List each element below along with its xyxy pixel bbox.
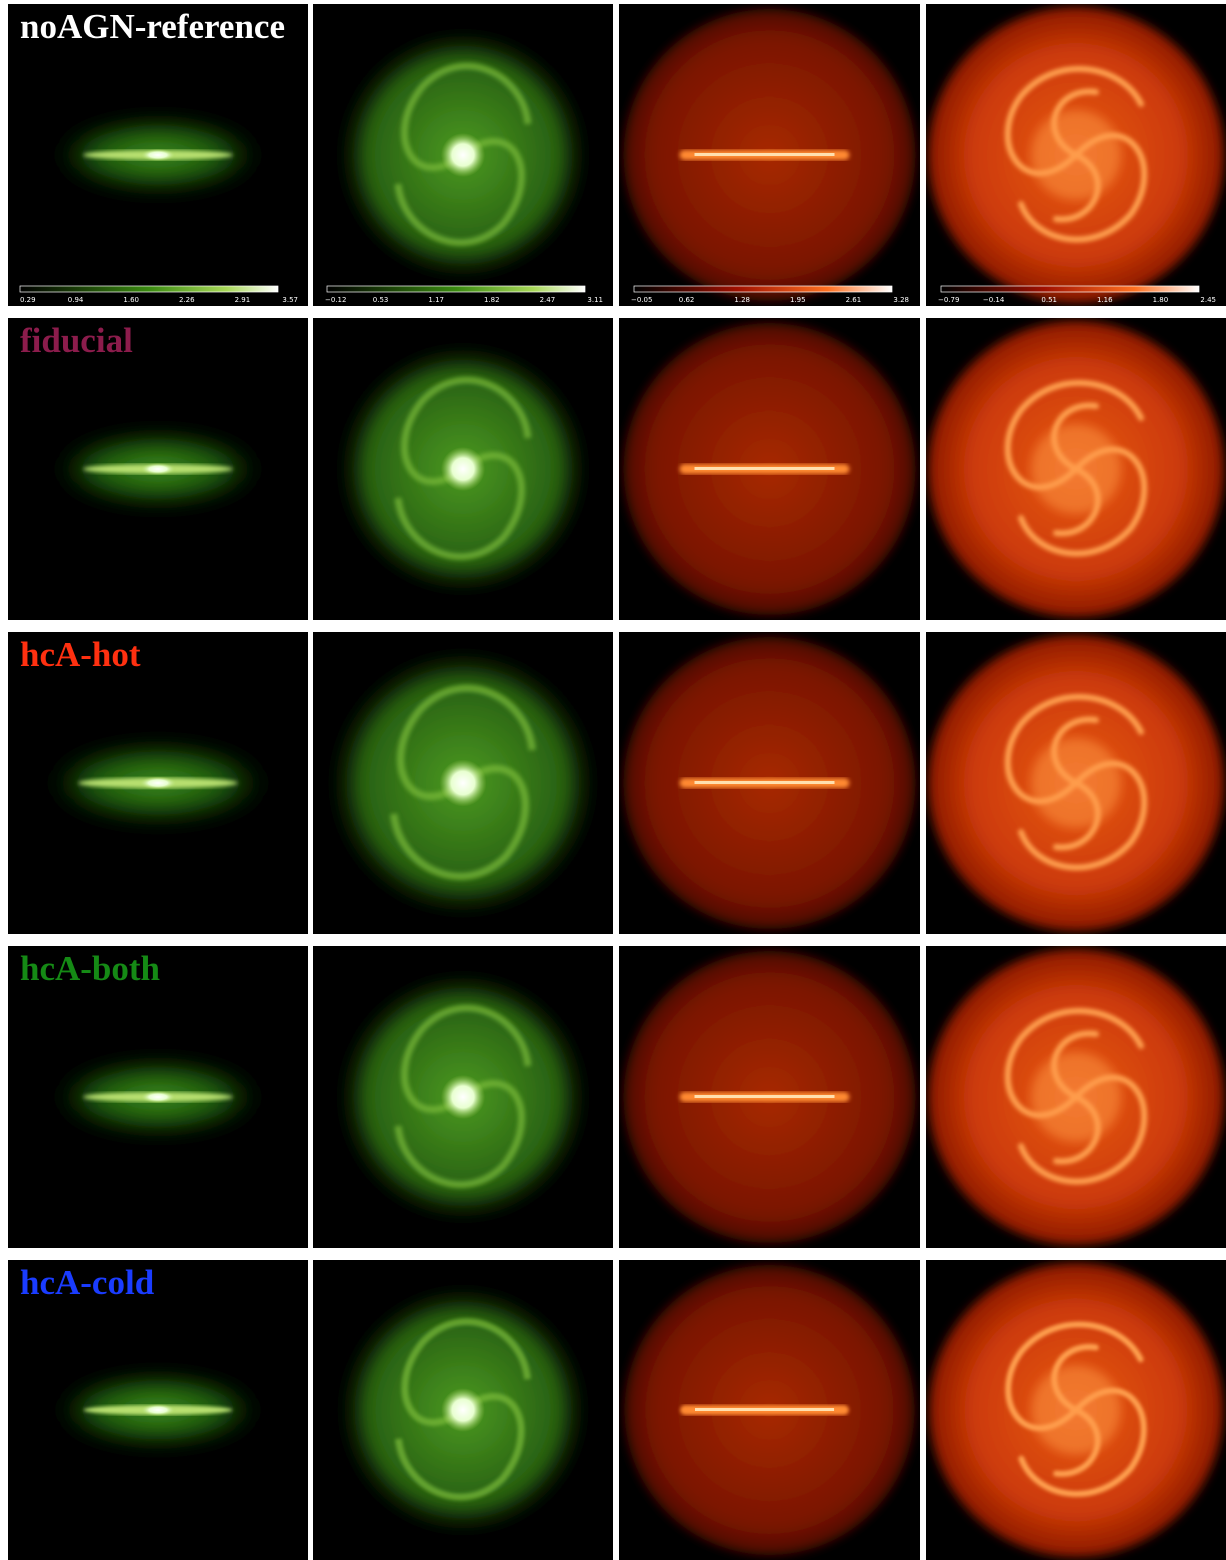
colorbar-tick-label: 2.91 [235,296,251,304]
colorbar-tick-label: 1.28 [734,296,750,304]
row-label: hcA-hot [20,635,141,674]
image [928,635,1224,931]
colorbar-tick-label: 1.17 [428,296,444,304]
row-label: fiducial [20,321,133,360]
colorbar [633,285,893,293]
image [928,949,1224,1245]
image [929,1263,1223,1557]
image [335,27,591,283]
image [48,115,268,195]
image [336,1283,590,1537]
row-label: noAGN-reference [20,7,285,46]
image [335,969,591,1225]
image [327,647,600,920]
colorbar-tick-label: 1.82 [484,296,500,304]
colorbar [326,285,586,293]
image [48,429,268,509]
colorbar-tick-label: 3.28 [893,296,909,304]
panel-row [8,318,1226,620]
colorbar [940,285,1200,293]
panel-row [8,946,1226,1248]
image [624,1265,914,1555]
image [624,9,916,301]
colorbar-tick-label: 2.61 [846,296,862,304]
colorbar-tick-label: −0.14 [983,296,1005,304]
colorbar-tick-label: 2.45 [1200,296,1216,304]
row-label: hcA-cold [20,1263,155,1302]
panel-row [8,4,1226,306]
colorbar-tick-label: 2.47 [540,296,556,304]
row-label: hcA-both [20,949,160,988]
colorbar-tick-label: 0.62 [679,296,695,304]
colorbar [19,285,279,293]
panel-row [8,1260,1226,1560]
colorbar-tick-label: 1.80 [1153,296,1169,304]
image [335,341,591,597]
colorbar-tick-label: 1.16 [1097,296,1113,304]
colorbar-tick-label: −0.12 [325,296,346,304]
colorbar-tick-label: 3.11 [587,296,603,304]
colorbar-tick-label: 2.26 [179,296,195,304]
image [928,7,1224,303]
image [48,1057,268,1137]
image [624,951,916,1243]
image [928,321,1224,617]
image [624,323,916,615]
colorbars [19,285,1200,293]
colorbar-tick-label: 0.29 [20,296,36,304]
colorbar-tick-label: 1.60 [123,296,139,304]
colorbar-tick-label: 0.94 [68,296,84,304]
colorbar-tick-label: −0.79 [938,296,959,304]
image [624,637,916,929]
colorbar-tick-label: 3.57 [282,296,298,304]
colorbar-tick-label: 0.51 [1041,296,1057,304]
image [49,1370,268,1449]
panel-row [8,632,1226,934]
colorbar-tick-label: −0.05 [631,296,652,304]
colorbar-tick-label: 0.53 [373,296,389,304]
colorbar-tick-label: 1.95 [790,296,806,304]
image [41,740,276,825]
